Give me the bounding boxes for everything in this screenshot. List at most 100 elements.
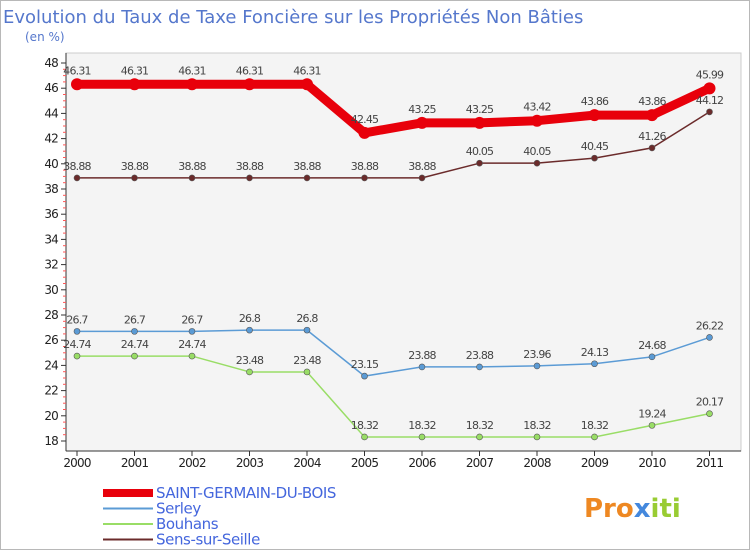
data-point — [358, 126, 371, 139]
data-point — [303, 174, 311, 182]
data-label: 18.32 — [581, 419, 609, 432]
data-point — [186, 78, 198, 91]
data-label: 26.8 — [239, 312, 261, 325]
data-label: 26.7 — [181, 313, 203, 326]
data-label: 23.96 — [523, 348, 551, 361]
data-point — [476, 433, 483, 441]
data-point — [706, 334, 713, 341]
x-tick-label: 2010 — [638, 456, 666, 470]
y-tick-label: 26 — [44, 333, 58, 347]
legend-area — [66, 477, 741, 545]
data-label: 24.13 — [581, 346, 609, 359]
data-label: 24.74 — [63, 338, 91, 351]
y-tick-label: 46 — [44, 81, 58, 95]
data-point — [416, 116, 428, 129]
data-label: 38.88 — [236, 160, 264, 173]
data-point — [418, 174, 426, 182]
data-label: 23.88 — [466, 349, 494, 362]
data-point — [531, 114, 543, 127]
data-point — [648, 422, 656, 429]
data-point — [301, 78, 313, 91]
data-point — [71, 78, 83, 91]
data-label: 40.45 — [581, 140, 609, 153]
data-label: 26.7 — [124, 313, 146, 326]
data-label: 38.88 — [293, 160, 321, 173]
data-label: 45.99 — [696, 68, 724, 81]
data-point — [473, 116, 486, 129]
data-point — [706, 410, 713, 417]
x-tick-label: 2007 — [466, 456, 494, 470]
y-tick-label: 24 — [44, 358, 58, 372]
data-point — [128, 78, 141, 91]
data-label: 38.88 — [178, 160, 206, 173]
data-point — [303, 368, 311, 376]
x-tick-label: 2004 — [293, 456, 321, 470]
data-point — [131, 174, 138, 182]
x-tick-label: 2002 — [178, 456, 206, 470]
y-tick-label: 18 — [44, 434, 58, 448]
proxiti-logo: Proxiti — [584, 494, 681, 524]
data-point — [73, 174, 81, 182]
data-point — [246, 174, 253, 182]
data-label: 19.24 — [638, 407, 666, 420]
data-label: 23.15 — [351, 358, 379, 371]
data-label: 18.32 — [408, 419, 436, 432]
chart-subtitle: (en %) — [25, 30, 65, 44]
data-label: 18.32 — [466, 419, 494, 432]
data-label: 26.7 — [66, 313, 88, 326]
data-label-layer: 38.88 38.88 38.88 38.88 38.88 38.88 38.88 40.05… — [63, 64, 725, 432]
data-label: 44.12 — [696, 94, 724, 107]
data-point — [591, 154, 598, 162]
y-tick-label: 40 — [44, 157, 58, 171]
data-point — [361, 372, 368, 380]
data-point — [188, 352, 196, 360]
data-label: 23.88 — [408, 349, 436, 362]
x-tick-label: 2009 — [581, 456, 609, 470]
data-point — [533, 159, 541, 167]
data-point — [648, 353, 656, 361]
legend-label: Bouhans — [156, 515, 219, 533]
data-label: 43.25 — [408, 103, 436, 116]
data-label: 46.31 — [63, 64, 91, 77]
series-line-saint-germain-du-bois — [72, 79, 714, 138]
legend-label: Sens-sur-Seille — [156, 531, 260, 549]
data-point — [73, 352, 81, 360]
data-label: 38.88 — [351, 160, 379, 173]
y-tick-label: 32 — [44, 258, 58, 272]
legend-label: SAINT-GERMAIN-DU-BOIS — [156, 484, 336, 502]
series-layer — [71, 78, 716, 441]
y-tick-label: 42 — [44, 132, 58, 146]
data-label: 46.31 — [236, 64, 264, 77]
data-label: 24.68 — [638, 339, 666, 352]
y-tick-label: 38 — [44, 182, 58, 196]
data-point — [188, 328, 196, 335]
y-tick-label: 30 — [44, 283, 58, 297]
data-label: 26.22 — [696, 319, 724, 332]
data-label: 24.74 — [121, 338, 149, 351]
data-point — [591, 360, 598, 368]
x-tick-label: 2003 — [236, 456, 264, 470]
data-point — [703, 82, 716, 95]
data-label: 20.17 — [696, 396, 724, 409]
data-point — [361, 433, 368, 441]
data-label: 46.31 — [121, 64, 149, 77]
x-tick-label: 2006 — [408, 456, 436, 470]
data-label: 24.74 — [178, 338, 206, 351]
x-axis: 2000 2001 2002 2003 2004 2005 2006 2007 2008 2009… — [63, 450, 741, 470]
series-line-serley — [76, 329, 711, 377]
data-label: 40.05 — [523, 145, 551, 158]
x-tick-label: 2005 — [351, 456, 379, 470]
data-point — [361, 174, 368, 182]
y-axis: 18 20 22 24 26 28 30 32 34 36 38 40 42 44 46 48 — [44, 53, 67, 451]
data-label: 38.88 — [63, 160, 91, 173]
y-tick-label: 20 — [44, 409, 58, 423]
data-point — [418, 363, 426, 371]
legend-label: Serley — [156, 500, 201, 518]
data-point — [706, 108, 713, 116]
data-point — [648, 144, 656, 152]
data-point — [246, 326, 253, 334]
data-point — [246, 368, 253, 376]
data-label: 40.05 — [466, 145, 494, 158]
data-point — [476, 159, 483, 167]
